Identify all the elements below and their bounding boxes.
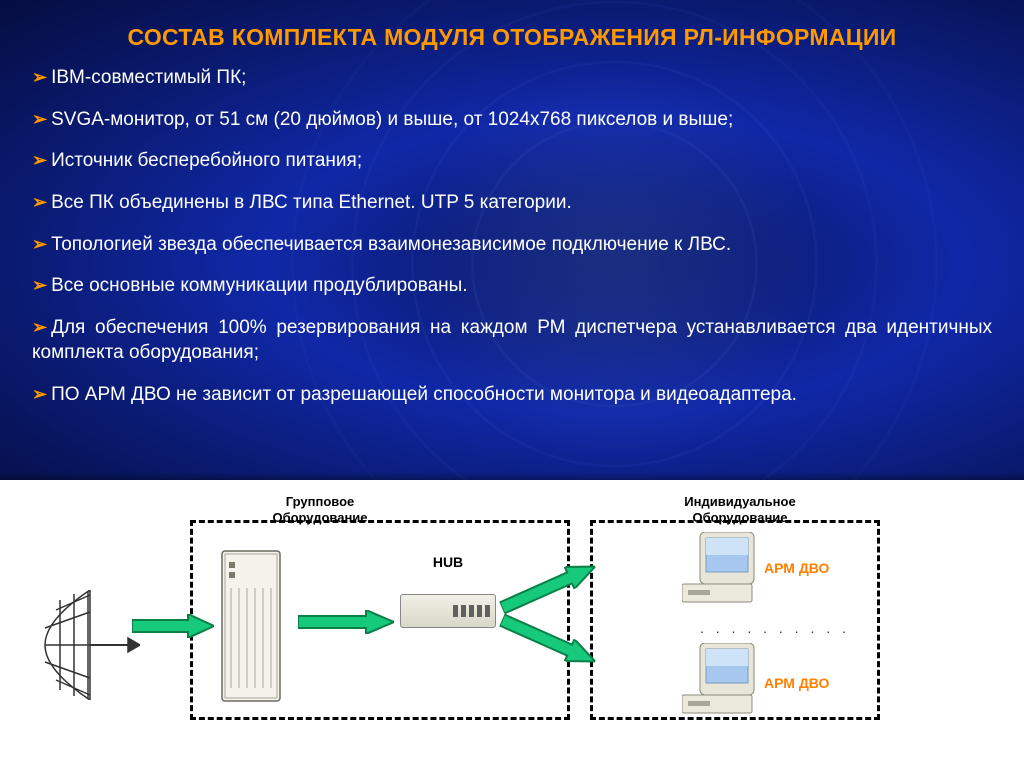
bullet-text: Все основные коммуникации продублированы…	[51, 275, 468, 296]
divider-shadow	[0, 472, 1024, 480]
individual-box-label: ИндивидуальноеОборудование	[660, 494, 820, 525]
bullet-text: Источник бесперебойного питания;	[51, 150, 362, 171]
chevron-icon: ➢	[32, 109, 47, 129]
bullet-text: ПО АРМ ДВО не зависит от разрешающей спо…	[51, 384, 797, 405]
ellipsis-dots: . . . . . . . . . .	[700, 620, 850, 636]
diagram-section: ГрупповоеОборудование ИндивидуальноеОбор…	[0, 480, 1024, 767]
list-item: ➢Все основные коммуникации продублирован…	[32, 273, 992, 299]
bullet-list: ➢IBM-совместимый ПК; ➢SVGA-монитор, от 5…	[0, 51, 1024, 408]
slide-top: СОСТАВ КОМПЛЕКТА МОДУЛЯ ОТОБРАЖЕНИЯ РЛ-И…	[0, 0, 1024, 480]
list-item: ➢ПО АРМ ДВО не зависит от разрешающей сп…	[32, 382, 992, 408]
bullet-text: SVGA-монитор, от 51 см (20 дюймов) и выш…	[51, 109, 733, 130]
list-item: ➢Источник бесперебойного питания;	[32, 148, 992, 174]
chevron-icon: ➢	[32, 67, 47, 87]
chevron-icon: ➢	[32, 192, 47, 212]
list-item: ➢IBM-совместимый ПК;	[32, 65, 992, 91]
group-box-label: ГрупповоеОборудование	[250, 494, 390, 525]
bullet-text: Для обеспечения 100% резервирования на к…	[32, 317, 992, 364]
network-diagram: ГрупповоеОборудование ИндивидуальноеОбор…	[0, 480, 1024, 767]
hub-device-icon	[400, 594, 496, 628]
bullet-text: IBM-совместимый ПК;	[51, 67, 246, 88]
chevron-icon: ➢	[32, 234, 47, 254]
crt-pc-icon	[682, 532, 762, 609]
chevron-icon: ➢	[32, 317, 47, 337]
list-item: ➢Все ПК объединены в ЛВС типа Ethernet. …	[32, 190, 992, 216]
arm-dvo-label: АРМ ДВО	[764, 675, 829, 691]
list-item: ➢Для обеспечения 100% резервирования на …	[32, 315, 992, 366]
list-item: ➢SVGA-монитор, от 51 см (20 дюймов) и вы…	[32, 107, 992, 133]
arrow-icon	[132, 614, 214, 638]
hub-ports-icon	[453, 605, 490, 617]
hub-label: HUB	[418, 554, 478, 570]
bullet-text: Топологией звезда обеспечивается взаимон…	[51, 234, 731, 255]
chevron-icon: ➢	[32, 384, 47, 404]
arm-dvo-label: АРМ ДВО	[764, 560, 829, 576]
chevron-icon: ➢	[32, 275, 47, 295]
slide-title: СОСТАВ КОМПЛЕКТА МОДУЛЯ ОТОБРАЖЕНИЯ РЛ-И…	[0, 0, 1024, 51]
arrow-icon	[298, 610, 394, 634]
crt-pc-icon	[682, 643, 762, 720]
list-item: ➢Топологией звезда обеспечивается взаимо…	[32, 232, 992, 258]
bullet-text: Все ПК объединены в ЛВС типа Ethernet. U…	[51, 192, 572, 213]
chevron-icon: ➢	[32, 150, 47, 170]
server-tower-icon	[219, 548, 283, 713]
radar-antenna-icon	[30, 590, 140, 705]
